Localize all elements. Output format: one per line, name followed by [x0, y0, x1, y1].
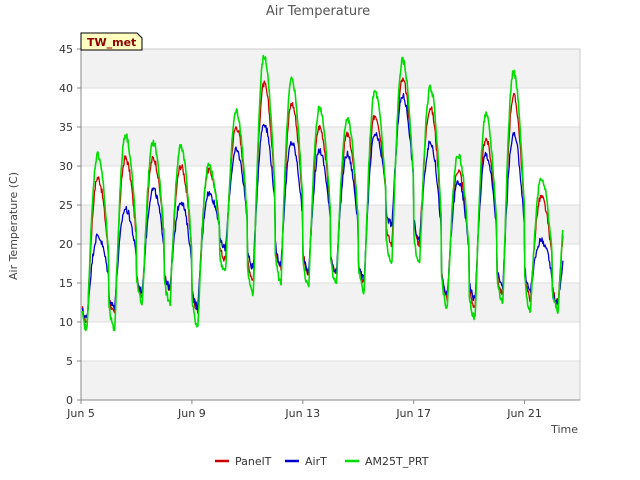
x-axis-ticks: Jun 5 Jun 9 Jun 13 Jun 17 Jun 21: [66, 400, 542, 420]
x-tick-label: Jun 21: [506, 407, 542, 420]
legend: PanelT AirT AM25T_PRT: [215, 455, 429, 468]
series-line-am25t-prt: [81, 54, 564, 332]
y-tick-label: 5: [66, 355, 73, 368]
x-tick-label: Jun 9: [177, 407, 206, 420]
grid-band: [81, 127, 580, 166]
grid-band: [81, 88, 580, 127]
grid-band: [81, 283, 580, 322]
x-tick-label: Jun 13: [284, 407, 320, 420]
y-tick-label: 45: [59, 43, 73, 56]
y-tick-label: 40: [59, 82, 73, 95]
x-axis-title: Time: [550, 423, 578, 436]
legend-label: PanelT: [235, 455, 272, 468]
plot-axes: [80, 48, 581, 401]
y-axis-ticks: 0 5 10 15 20 25 30 35 40 45: [59, 43, 81, 407]
grid-band: [81, 166, 580, 205]
grid-band: [81, 361, 580, 400]
y-tick-label: 20: [59, 238, 73, 251]
station-badge-label: TW_met: [87, 36, 136, 49]
y-tick-label: 30: [59, 160, 73, 173]
station-badge: TW_met: [80, 32, 143, 51]
grid-band: [81, 49, 580, 88]
legend-label: AM25T_PRT: [365, 455, 429, 468]
series-line-airt: [81, 93, 564, 319]
y-tick-label: 15: [59, 277, 73, 290]
y-axis-title: Air Temperature (C): [7, 172, 20, 280]
grid-band: [81, 322, 580, 361]
y-tick-label: 10: [59, 316, 73, 329]
legend-label: AirT: [305, 455, 327, 468]
x-tick-label: Jun 5: [66, 407, 95, 420]
y-tick-label: 35: [59, 121, 73, 134]
y-tick-label: 25: [59, 199, 73, 212]
x-tick-label: Jun 17: [395, 407, 431, 420]
y-tick-label: 0: [66, 394, 73, 407]
chart-title: Air Temperature: [266, 4, 370, 19]
series-lines: [81, 54, 564, 332]
